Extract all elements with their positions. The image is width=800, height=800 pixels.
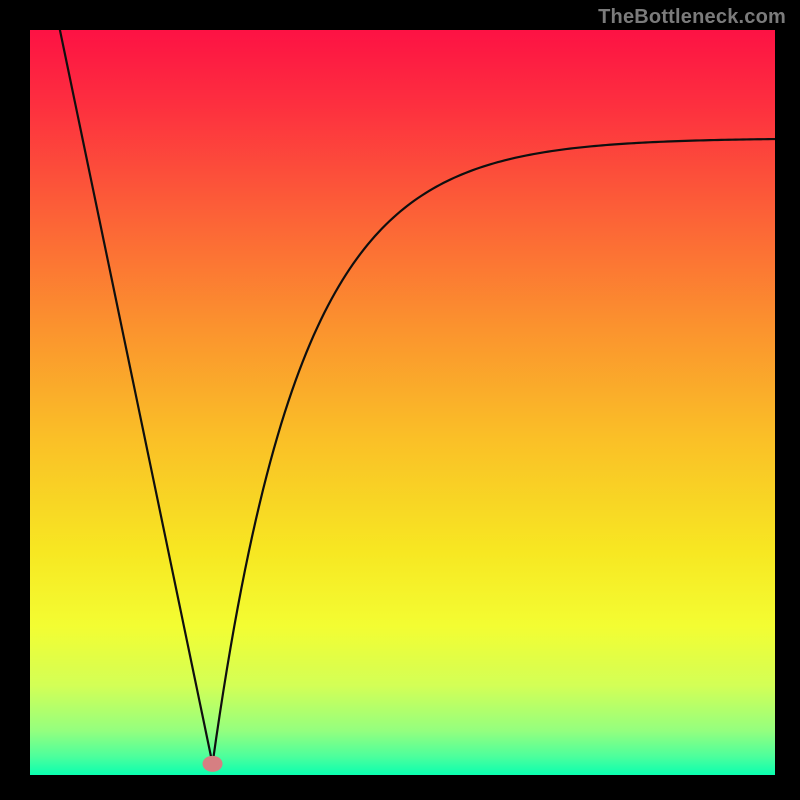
plot-frame bbox=[30, 30, 775, 775]
watermark: TheBottleneck.com bbox=[598, 6, 786, 29]
plot-inner bbox=[30, 30, 775, 775]
minimum-marker bbox=[203, 756, 223, 772]
minimum-marker-layer bbox=[30, 30, 775, 775]
